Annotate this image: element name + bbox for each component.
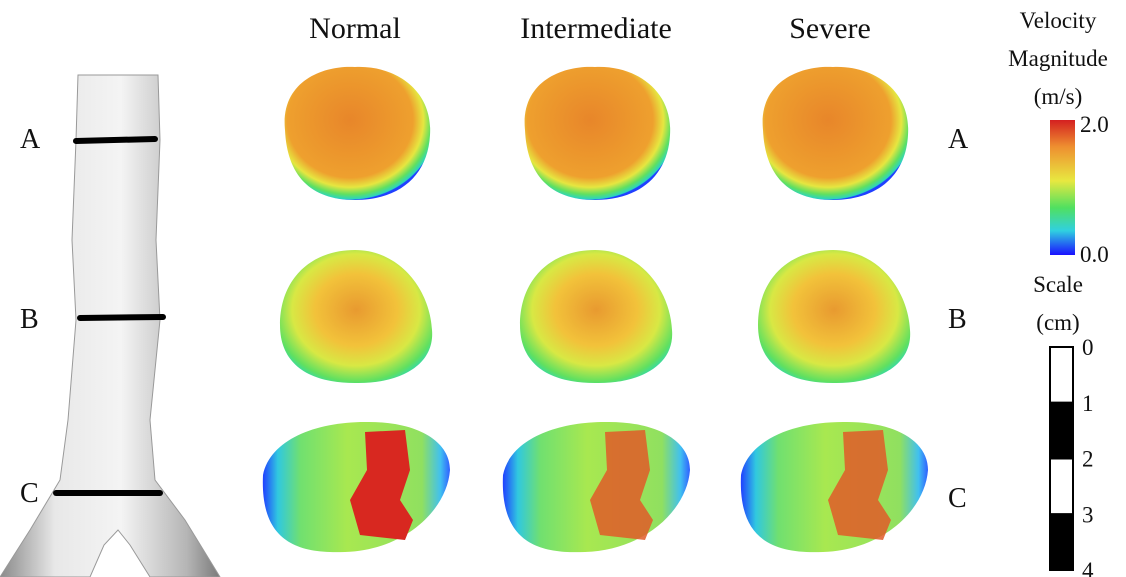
velocity-maps <box>263 67 928 552</box>
column-header: Severe <box>789 12 871 45</box>
row-label: B <box>20 304 39 335</box>
section-a <box>525 67 671 200</box>
colorbar-title: Velocity <box>1020 8 1097 33</box>
scale-tick-label: 4 <box>1082 558 1094 577</box>
column-header: Intermediate <box>520 12 672 45</box>
colorbar-title: (m/s) <box>1034 84 1083 109</box>
figure: Normal Intermediate Severe A B C A B C V… <box>0 0 1126 577</box>
row-label: A <box>20 124 41 155</box>
colorbar-title: Magnitude <box>1008 46 1108 71</box>
row-label: C <box>948 483 967 514</box>
section-a <box>763 67 909 200</box>
scale-segment <box>1050 514 1073 570</box>
section-c <box>263 422 450 552</box>
scale-title: Scale <box>1033 272 1083 297</box>
section-c <box>741 422 928 552</box>
section-b <box>280 250 432 383</box>
colorbar <box>1050 120 1075 255</box>
section-b <box>758 250 910 383</box>
scale-title: (cm) <box>1036 310 1079 335</box>
section-b <box>520 250 672 383</box>
row-label: A <box>948 124 969 155</box>
scale-segment <box>1050 403 1073 459</box>
column-header: Normal <box>309 12 401 45</box>
scale-tick-label: 1 <box>1082 391 1094 416</box>
scale-tick-label: 0 <box>1082 335 1094 360</box>
section-a <box>285 67 431 200</box>
scale-segment <box>1050 459 1073 515</box>
colorbar-min: 0.0 <box>1080 242 1109 267</box>
section-c <box>503 422 690 552</box>
scale-tick-label: 3 <box>1082 502 1094 527</box>
row-label: C <box>20 478 39 509</box>
scale-segment <box>1050 347 1073 403</box>
scale-tick-label: 2 <box>1082 447 1094 472</box>
colorbar-max: 2.0 <box>1080 112 1109 137</box>
scale-bar: 0 1 2 3 4 <box>1050 335 1094 577</box>
row-label: B <box>948 304 967 335</box>
